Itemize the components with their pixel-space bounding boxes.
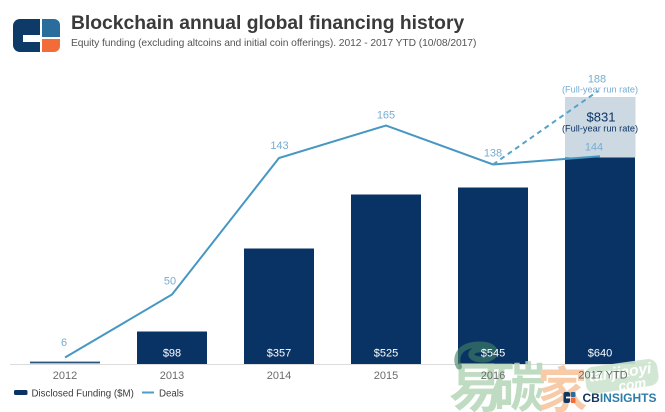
svg-text:143: 143 xyxy=(270,140,288,152)
svg-text:50: 50 xyxy=(164,276,176,288)
svg-text:2015: 2015 xyxy=(374,370,398,382)
svg-text:Deals: Deals xyxy=(159,388,184,399)
svg-text:$831: $831 xyxy=(587,110,616,125)
svg-text:2014: 2014 xyxy=(267,370,291,382)
svg-text:$98: $98 xyxy=(163,348,181,360)
svg-text:$357: $357 xyxy=(267,348,291,360)
svg-text:144: 144 xyxy=(585,142,603,154)
svg-text:$525: $525 xyxy=(374,348,398,360)
svg-text:(Full-year run rate): (Full-year run rate) xyxy=(562,124,638,134)
svg-text:165: 165 xyxy=(377,110,395,122)
svg-text:CBINSIGHTS: CBINSIGHTS xyxy=(583,391,657,405)
svg-text:2016: 2016 xyxy=(481,370,505,382)
svg-text:2013: 2013 xyxy=(160,370,184,382)
svg-text:2012: 2012 xyxy=(53,370,77,382)
svg-text:138: 138 xyxy=(484,148,502,160)
svg-text:(Full-year run rate): (Full-year run rate) xyxy=(562,85,638,95)
svg-text:Disclosed Funding ($M): Disclosed Funding ($M) xyxy=(32,388,134,399)
svg-text:com: com xyxy=(618,375,648,394)
svg-text:$545: $545 xyxy=(481,348,505,360)
svg-text:6: 6 xyxy=(61,337,67,349)
svg-text:2017 YTD: 2017 YTD xyxy=(578,370,627,382)
svg-text:$640: $640 xyxy=(588,348,612,360)
svg-text:188: 188 xyxy=(588,74,606,86)
